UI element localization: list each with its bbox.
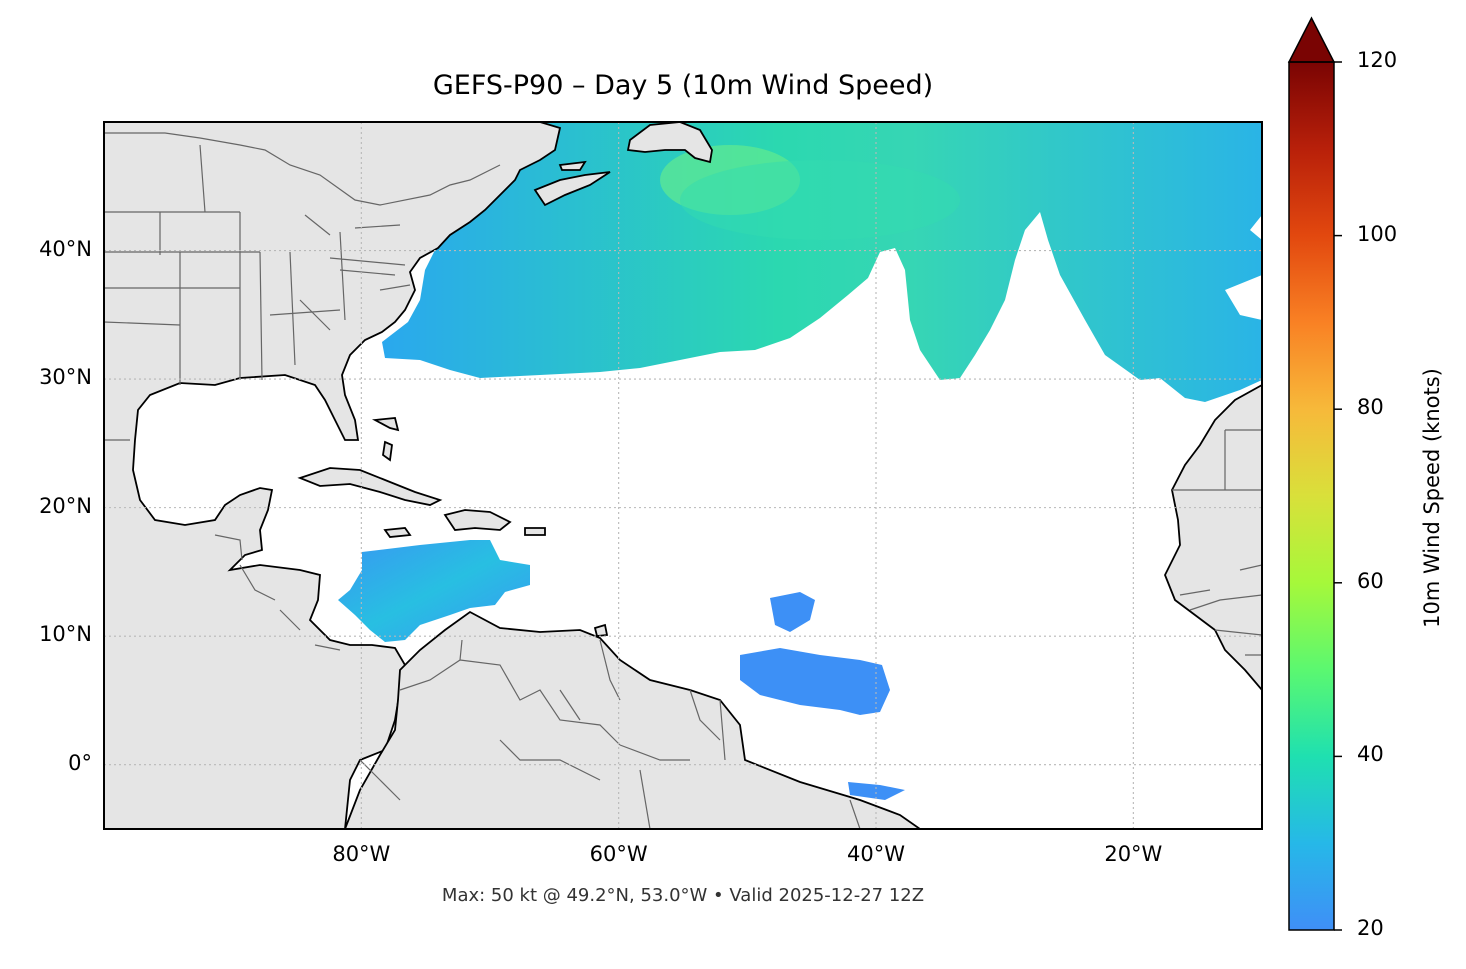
north-atlantic-wind-region [382,122,1262,402]
colorbar-frame [1288,61,1335,931]
lon-tick-label: 40°W [847,842,905,866]
gridlines [104,122,1262,829]
tropical-atlantic-wind-region [740,592,905,800]
colorbar-title: 10m Wind Speed (knots) [1420,368,1444,628]
trinidad-land [593,623,609,637]
lon-tick-label: 80°W [332,842,391,866]
pei-land [558,160,587,171]
cuba-land [297,467,443,506]
lon-tick-label: 60°W [589,842,648,866]
mexico-central-america-borders [104,439,341,651]
wind-high-band [680,160,960,240]
north-america-land [104,122,562,829]
colorbar-gradient [1289,62,1334,930]
africa-borders [1172,429,1262,656]
south-america-land [344,610,922,829]
lat-tick-label: 10°N [39,622,92,647]
max-wind-caption: Max: 50 kt @ 49.2°N, 53.0°W • Valid 2025… [441,885,925,906]
us-canada-border [104,132,501,206]
puerto-rico-land [524,527,546,536]
lat-tick-label: 0° [68,750,92,775]
colorbar-tick-label: 20 [1357,916,1384,940]
jamaica-land [383,527,412,538]
colorbar [1287,16,1342,931]
colorbar-tick-label: 80 [1357,395,1384,420]
lat-tick-label: 40°N [39,236,92,261]
hispaniola-land [443,509,512,531]
colorbar-tick-label: 120 [1357,48,1398,72]
africa-land [1164,383,1262,692]
colorbar-tick-label: 60 [1357,568,1384,593]
south-america-borders [359,639,861,829]
nova-scotia-land [533,171,611,207]
caribbean-wind-region [338,540,530,642]
bahamas-land [371,417,400,462]
lon-tick-label: 20°W [1104,842,1163,866]
political-borders [104,132,1262,829]
us-state-borders [104,144,411,385]
map-frame [103,121,1263,830]
colorbar-tick-label: 40 [1357,742,1384,767]
map-title: GEFS-P90 – Day 5 (10m Wind Speed) [432,70,934,101]
lat-tick-label: 30°N [39,365,92,390]
lat-tick-label: 20°N [39,493,92,518]
colorbar-ticks [1334,61,1342,931]
land [104,122,1262,829]
colorbar-extend-arrow [1287,16,1336,63]
colorbar-tick-label: 100 [1357,221,1398,246]
